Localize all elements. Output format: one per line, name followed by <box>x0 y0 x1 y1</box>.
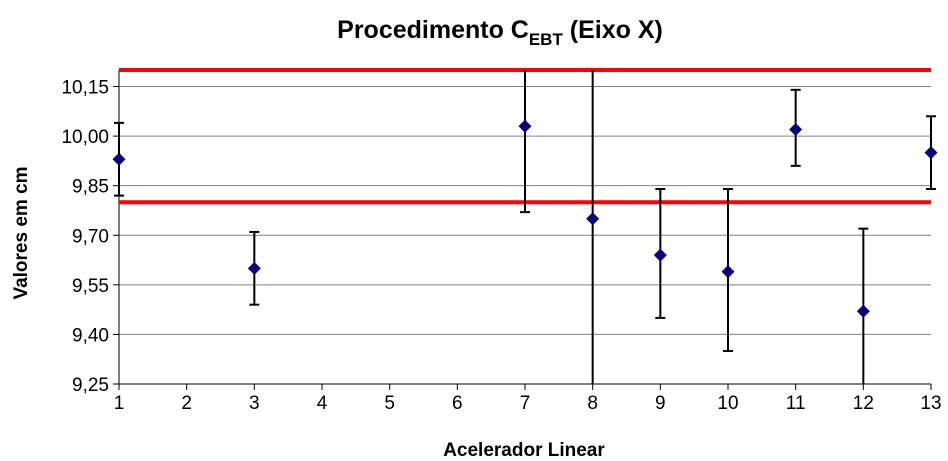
x-tick-labels: 1 2 3 4 5 6 7 8 9 10 11 12 13 <box>114 393 942 414</box>
y-tick-label: 10,15 <box>61 78 109 99</box>
data-point <box>112 152 126 166</box>
y-tick-label: 9,40 <box>72 325 109 346</box>
y-axis-title: Valores em cm <box>11 166 32 299</box>
chart-title-main: Procedimento C <box>337 16 529 44</box>
x-tick-label: 4 <box>317 393 328 414</box>
chart-title: Procedimento CEBT (Eixo X) <box>337 16 663 49</box>
x-tick-label: 11 <box>786 393 806 414</box>
y-tick-label: 9,85 <box>72 177 109 198</box>
x-tick-label: 6 <box>452 393 463 414</box>
data-point <box>586 212 600 226</box>
data-point <box>789 122 803 136</box>
error-bars <box>114 70 936 384</box>
x-tick-label: 12 <box>853 393 874 414</box>
data-point <box>856 304 870 318</box>
y-tick-label: 9,70 <box>72 226 109 247</box>
y-tick-label: 9,55 <box>72 276 109 297</box>
x-tick-label: 9 <box>655 393 666 414</box>
y-tick-label: 10,00 <box>61 127 109 148</box>
data-points <box>112 119 938 318</box>
data-point <box>721 265 735 279</box>
x-tick-label: 10 <box>717 393 738 414</box>
x-tick-label: 2 <box>181 393 192 414</box>
data-point <box>247 261 261 275</box>
x-axis-title: Acelerador Linear <box>443 440 605 461</box>
x-tick-label: 8 <box>587 393 598 414</box>
x-tick-label: 7 <box>520 393 531 414</box>
x-tick-label: 5 <box>384 393 395 414</box>
data-point <box>924 146 938 160</box>
x-tick-label: 1 <box>114 393 125 414</box>
chart-title-suffix: (Eixo X) <box>563 16 663 44</box>
y-tick-label: 9,25 <box>72 375 109 396</box>
y-tick-labels: 9,25 9,40 9,55 9,70 9,85 10,00 10,15 <box>61 78 109 396</box>
data-point <box>518 119 532 133</box>
axes <box>113 70 932 390</box>
x-tick-label: 13 <box>920 393 941 414</box>
x-tick-label: 3 <box>249 393 260 414</box>
data-point <box>653 248 667 262</box>
chart-title-subscript: EBT <box>529 30 564 49</box>
